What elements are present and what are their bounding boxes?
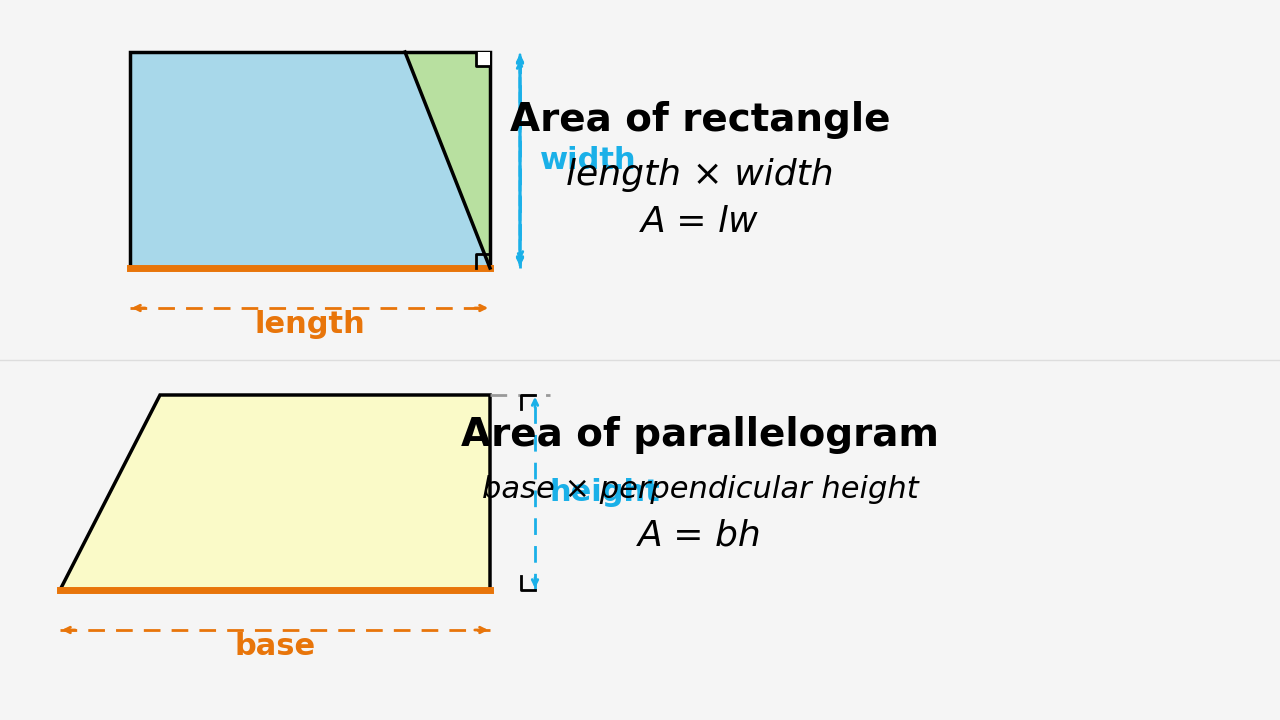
Text: length × width: length × width xyxy=(566,158,833,192)
Text: height: height xyxy=(550,478,660,507)
Text: Area of parallelogram: Area of parallelogram xyxy=(461,416,940,454)
Text: base × perpendicular height: base × perpendicular height xyxy=(481,475,918,505)
Bar xyxy=(476,52,490,66)
Text: width: width xyxy=(540,145,636,174)
Polygon shape xyxy=(60,395,490,590)
Polygon shape xyxy=(131,52,490,268)
Text: length: length xyxy=(255,310,365,339)
Text: base: base xyxy=(234,632,316,661)
Bar xyxy=(131,52,490,268)
Text: A = lw: A = lw xyxy=(641,205,759,239)
Polygon shape xyxy=(404,52,490,268)
Text: A = bh: A = bh xyxy=(639,518,762,552)
Text: Area of rectangle: Area of rectangle xyxy=(509,101,891,139)
